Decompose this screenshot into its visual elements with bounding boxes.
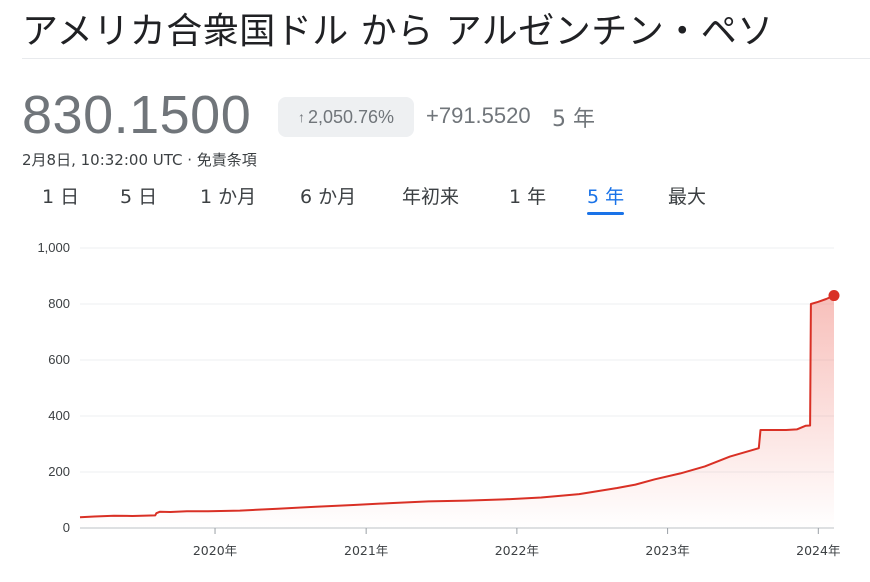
x-tick-label: 2023年 (645, 543, 689, 558)
series-line (79, 294, 835, 519)
tab-5-years[interactable]: 5 年 (587, 182, 625, 215)
tab-1-day[interactable]: 1 日 (42, 186, 80, 208)
tab-ytd[interactable]: 年初来 (402, 186, 460, 208)
tab-1-year[interactable]: 1 年 (509, 186, 547, 208)
y-tick-label: 800 (48, 296, 70, 311)
change-absolute: +791.5520 (426, 103, 531, 128)
y-tick-label: 200 (48, 464, 70, 479)
x-tick-label: 2021年 (344, 543, 388, 558)
tab-6-months[interactable]: 6 か月 (300, 186, 357, 208)
tab-1-month[interactable]: 1 か月 (200, 186, 257, 208)
x-tick-label: 2024年 (796, 543, 840, 558)
period-label: 5 年 (552, 107, 595, 132)
timestamp-disclaimer[interactable]: 2月8日, 10:32:00 UTC · 免責条項 (22, 151, 257, 169)
current-value-marker[interactable] (828, 290, 840, 302)
change-percent: 2,050.76% (307, 106, 395, 127)
change-percent-badge: ↑ 2,050.76% (278, 97, 414, 137)
arrow-up-icon: ↑ (297, 109, 305, 125)
x-tick-label: 2020年 (193, 543, 237, 558)
y-tick-label: 0 (63, 520, 70, 535)
series-area (80, 295, 834, 528)
header-divider (22, 58, 870, 59)
y-tick-label: 600 (48, 352, 70, 367)
tab-max[interactable]: 最大 (668, 186, 707, 208)
x-tick-label: 2022年 (495, 543, 539, 558)
range-tabs: 1 日 5 日 1 か月 6 か月 年初来 1 年 5 年 最大 (0, 182, 870, 218)
y-tick-label: 1,000 (37, 240, 70, 255)
tab-5-days[interactable]: 5 日 (120, 186, 158, 208)
y-tick-label: 400 (48, 408, 70, 423)
page-title: アメリカ合衆国ドル から アルゼンチン・ペソ (22, 11, 774, 52)
current-price: 830.1500 (22, 85, 252, 145)
